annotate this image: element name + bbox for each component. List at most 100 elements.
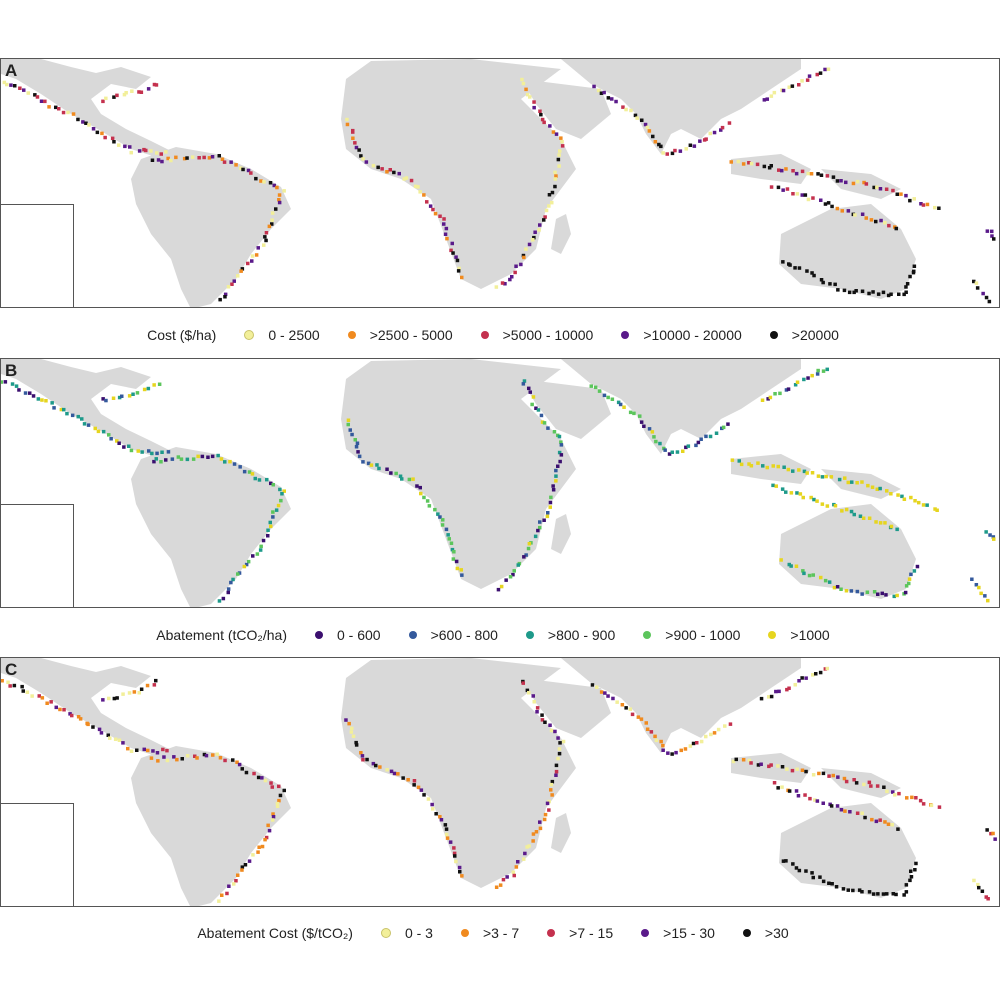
coastal-site-dot bbox=[610, 97, 614, 101]
coastal-site-dot bbox=[984, 895, 988, 899]
coastal-site-dot bbox=[979, 591, 983, 596]
coastal-site-dot bbox=[259, 544, 263, 549]
coastal-site-dot bbox=[416, 185, 420, 189]
coastal-site-dot bbox=[794, 171, 799, 176]
coastal-site-dot bbox=[234, 879, 238, 883]
coastal-site-dot bbox=[210, 454, 215, 459]
coastal-site-dot bbox=[275, 185, 279, 190]
coastal-site-dot bbox=[817, 771, 821, 776]
coastal-site-dot bbox=[261, 538, 266, 543]
land-mass bbox=[631, 99, 676, 154]
coastal-site-dot bbox=[28, 391, 32, 395]
coastal-site-dot bbox=[200, 454, 205, 459]
coastal-site-dot bbox=[991, 535, 996, 539]
coastal-site-dot bbox=[524, 247, 528, 251]
coastal-site-dot bbox=[554, 474, 558, 478]
coastal-site-dot bbox=[846, 888, 850, 892]
coastal-site-dot bbox=[436, 512, 440, 516]
legend-swatch bbox=[408, 631, 417, 639]
coastal-site-dot bbox=[736, 159, 741, 164]
coastal-site-dot bbox=[444, 832, 449, 837]
coastal-site-dot bbox=[937, 206, 941, 210]
coastal-site-dot bbox=[531, 238, 535, 242]
coastal-site-dot bbox=[169, 158, 173, 163]
coastal-site-dot bbox=[878, 187, 883, 191]
coastal-site-dot bbox=[142, 147, 146, 152]
coastal-site-dot bbox=[258, 548, 263, 552]
coastal-site-dot bbox=[132, 690, 137, 694]
coastal-site-dot bbox=[644, 721, 648, 725]
coastal-site-dot bbox=[498, 883, 503, 887]
coastal-site-dot bbox=[704, 137, 708, 141]
coastal-site-dot bbox=[709, 732, 713, 737]
coastal-site-dot bbox=[217, 154, 221, 158]
coastal-site-dot bbox=[645, 125, 650, 130]
coastal-site-dot bbox=[800, 768, 805, 772]
coastal-site-dot bbox=[846, 209, 851, 213]
coastal-site-dot bbox=[755, 162, 760, 167]
land-mass bbox=[131, 746, 291, 906]
coastal-site-dot bbox=[889, 492, 893, 496]
coastal-site-dot bbox=[115, 93, 119, 98]
coastal-site-dot bbox=[776, 464, 780, 469]
coastal-site-dot bbox=[237, 762, 242, 767]
coastal-site-dot bbox=[970, 577, 974, 581]
land-mass bbox=[731, 454, 811, 484]
coastal-site-dot bbox=[632, 411, 636, 416]
coastal-site-dot bbox=[389, 769, 394, 774]
coastal-site-dot bbox=[93, 426, 97, 431]
coastal-site-dot bbox=[536, 408, 541, 412]
coastal-site-dot bbox=[99, 731, 104, 735]
coastal-site-dot bbox=[129, 150, 133, 155]
coastal-site-dot bbox=[142, 387, 147, 392]
coastal-site-dot bbox=[694, 443, 698, 448]
coastal-site-dot bbox=[876, 892, 880, 896]
coastal-site-dot bbox=[239, 166, 243, 170]
coastal-site-dot bbox=[639, 717, 644, 721]
coastal-site-dot bbox=[759, 696, 764, 701]
coastal-site-dot bbox=[449, 541, 454, 545]
coastal-site-dot bbox=[446, 533, 450, 537]
coastal-site-dot bbox=[657, 142, 661, 147]
coastal-site-dot bbox=[282, 788, 286, 793]
coastal-site-dot bbox=[140, 450, 144, 454]
coastal-site-dot bbox=[560, 144, 565, 148]
coastal-site-dot bbox=[891, 790, 895, 794]
coastal-site-dot bbox=[229, 580, 233, 585]
panel-letter: C bbox=[5, 660, 18, 679]
coastal-site-dot bbox=[937, 805, 942, 809]
coastal-site-dot bbox=[803, 193, 808, 197]
panel-letter: B bbox=[5, 361, 18, 380]
coastal-site-dot bbox=[908, 878, 912, 883]
coastal-site-dot bbox=[749, 161, 754, 166]
coastal-site-dot bbox=[142, 747, 146, 752]
legend-item: >1000 bbox=[768, 627, 830, 643]
coastal-site-dot bbox=[425, 499, 430, 503]
coastal-site-dot bbox=[935, 508, 939, 512]
coastal-site-dot bbox=[58, 707, 62, 712]
coastal-site-dot bbox=[885, 892, 889, 896]
coastal-site-dot bbox=[929, 803, 934, 808]
coastal-site-dot bbox=[833, 504, 838, 508]
coastal-site-dot bbox=[712, 130, 717, 135]
coastal-site-dot bbox=[803, 793, 807, 797]
coastal-site-dot bbox=[264, 835, 269, 840]
coastal-site-dot bbox=[545, 801, 550, 806]
coastal-site-dot bbox=[925, 503, 929, 507]
coastal-site-dot bbox=[185, 156, 189, 160]
coastal-site-dot bbox=[112, 95, 116, 99]
coastal-site-dot bbox=[802, 469, 807, 474]
coastal-site-dot bbox=[528, 95, 532, 99]
legend-item: >900 - 1000 bbox=[643, 627, 740, 643]
coastal-site-dot bbox=[353, 438, 357, 442]
coastal-site-dot bbox=[147, 449, 151, 453]
map-panel-c: C bbox=[0, 657, 1000, 907]
coastal-site-dot bbox=[840, 509, 844, 513]
coastal-site-dot bbox=[155, 451, 159, 456]
coastal-site-dot bbox=[514, 264, 518, 268]
coastal-site-dot bbox=[589, 384, 593, 388]
coastal-site-dot bbox=[86, 423, 91, 427]
coastal-site-dot bbox=[981, 291, 985, 296]
coastal-site-dot bbox=[800, 676, 804, 680]
coastal-site-dot bbox=[808, 796, 812, 801]
